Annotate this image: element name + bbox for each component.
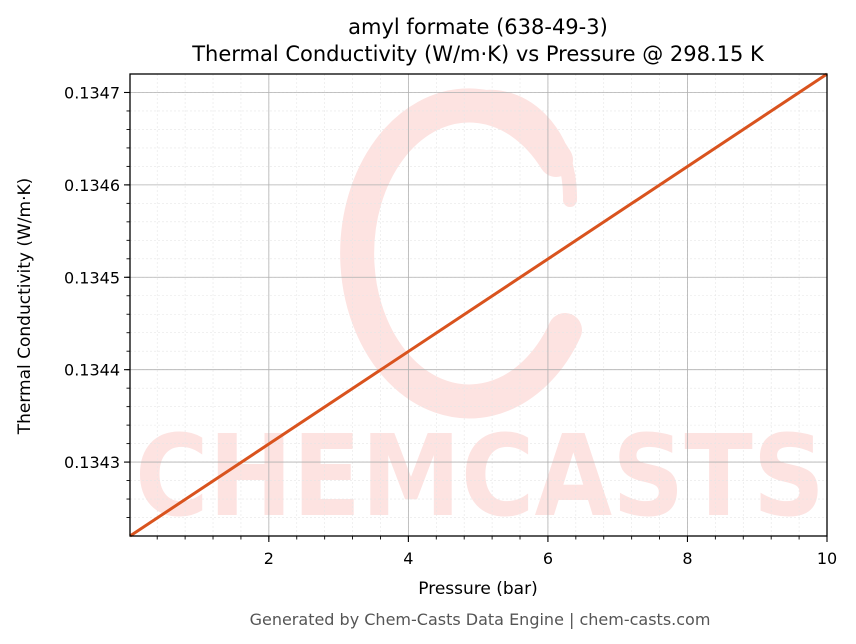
series-layer (129, 72, 828, 538)
watermark-logo: CHEMCASTS (135, 88, 825, 542)
x-axis-label: Pressure (bar) (418, 579, 537, 599)
watermark-text: CHEMCASTS (135, 412, 825, 542)
y-tick-label: 0.1346 (64, 176, 120, 195)
y-axis-label: Thermal Conductivity (W/m·K) (15, 178, 35, 436)
y-tick-label: 0.1347 (64, 83, 120, 102)
x-tick-label: 10 (817, 549, 837, 568)
y-tick-label: 0.1343 (64, 453, 120, 472)
series-line (129, 72, 828, 538)
axis-ticks (124, 91, 828, 542)
x-tick-labels: 2 4 6 8 10 (264, 549, 837, 568)
x-tick-label: 6 (543, 549, 553, 568)
chart-title: amyl formate (638-49-3) (348, 15, 608, 39)
y-tick-label: 0.1344 (64, 361, 120, 380)
x-tick-label: 4 (403, 549, 413, 568)
x-tick-label: 8 (682, 549, 692, 568)
plot-frame (129, 73, 828, 537)
y-tick-labels: 0.1343 0.1344 0.1345 0.1346 0.1347 (64, 83, 120, 472)
footer-credit: Generated by Chem-Casts Data Engine | ch… (250, 610, 711, 629)
x-tick-label: 2 (264, 549, 274, 568)
chart-subtitle: Thermal Conductivity (W/m·K) vs Pressure… (191, 42, 765, 66)
y-tick-label: 0.1345 (64, 268, 120, 287)
